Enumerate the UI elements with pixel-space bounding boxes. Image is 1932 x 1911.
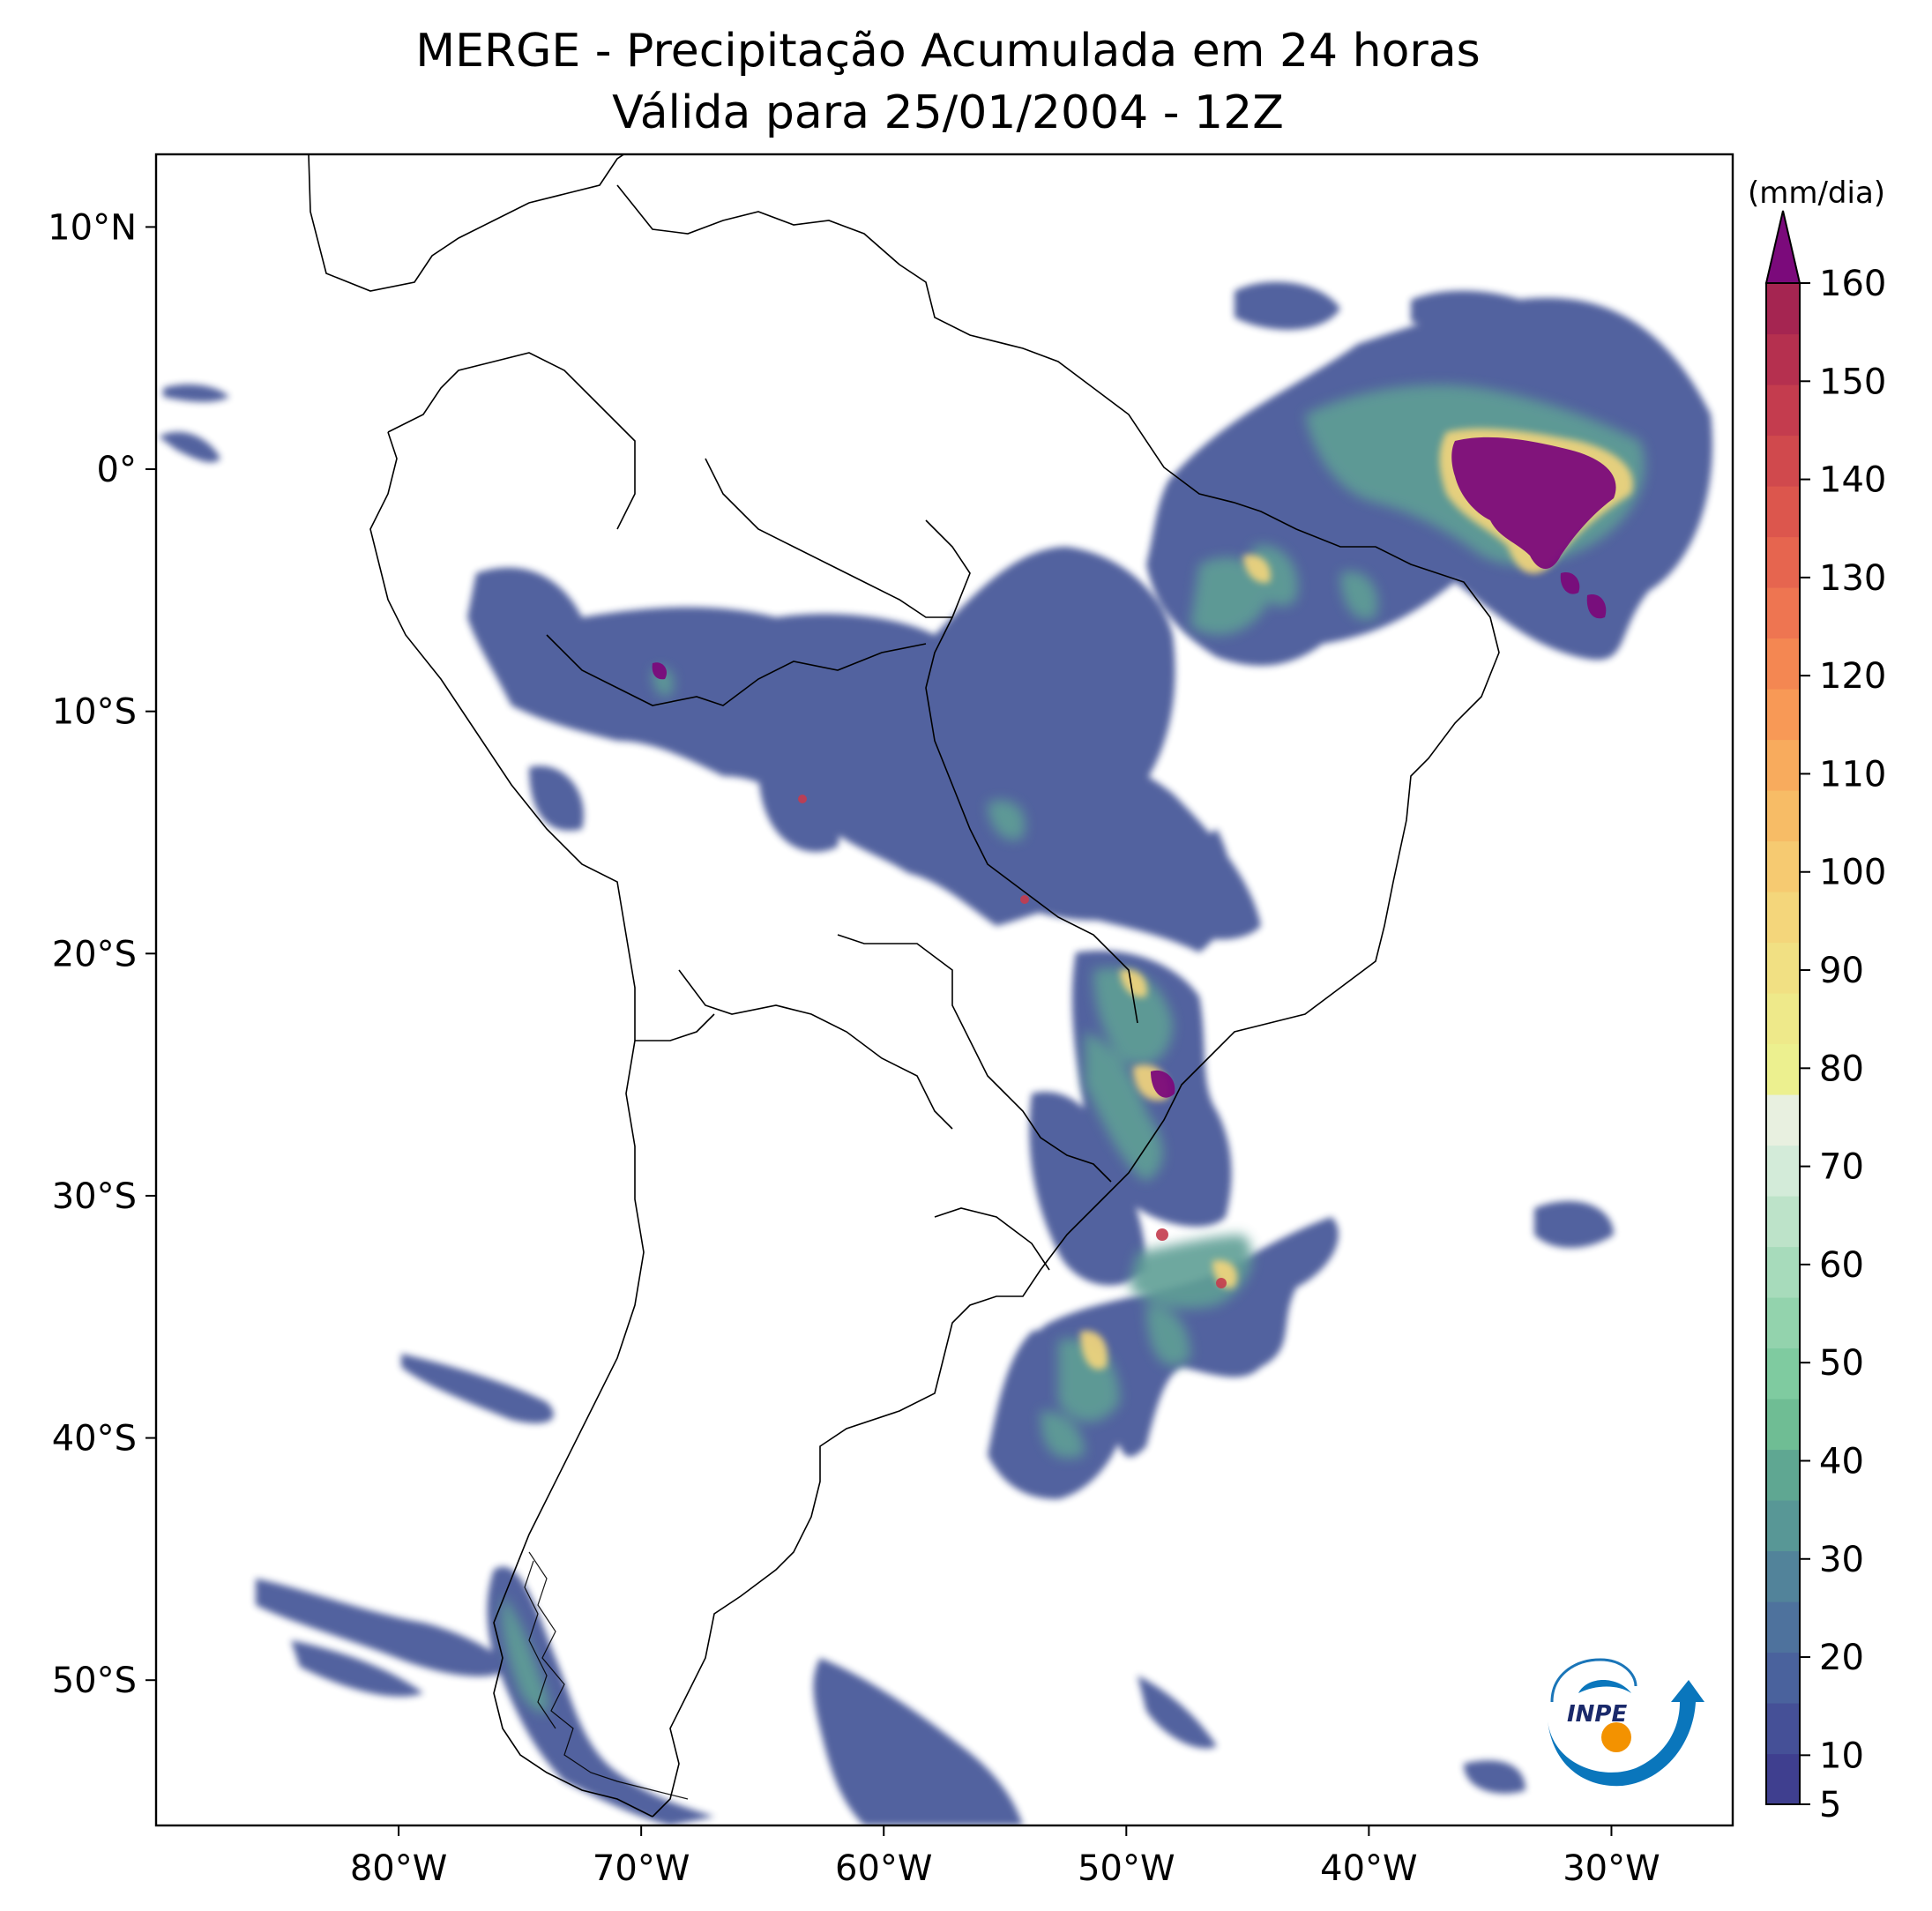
colorbar-tick-label: 140 bbox=[1819, 460, 1886, 501]
colorbar-ticks: 5 10 20 30 40 50 60 70 80 90 100 110 120 130 140 150 160 bbox=[1800, 264, 1886, 1825]
colorbar-band bbox=[1766, 1550, 1800, 1602]
inpe-logo-text: INPE bbox=[1567, 1701, 1627, 1728]
colorbar-band bbox=[1766, 1297, 1800, 1349]
colorbar-band bbox=[1766, 1399, 1800, 1451]
colorbar-frame bbox=[1765, 282, 1801, 1805]
colorbar-band bbox=[1766, 333, 1800, 385]
colorbar-band bbox=[1766, 1500, 1800, 1552]
colorbar-band bbox=[1766, 486, 1800, 538]
lat-tick-label: 50°S bbox=[52, 1661, 137, 1701]
colorbar-tick-label: 30 bbox=[1819, 1540, 1864, 1580]
colorbar-band bbox=[1766, 1703, 1800, 1755]
lon-tick-label: 60°W bbox=[835, 1848, 932, 1889]
colorbar-band bbox=[1766, 892, 1800, 944]
coastline-borders bbox=[308, 154, 1500, 1818]
colorbar-tick-label: 40 bbox=[1819, 1441, 1864, 1482]
lat-tick-label: 30°S bbox=[52, 1176, 137, 1217]
colorbar-band bbox=[1766, 739, 1800, 791]
colorbar-tick-label: 110 bbox=[1819, 754, 1886, 795]
colorbar-band bbox=[1766, 1449, 1800, 1501]
map-subtitle: Válida para 25/01/2004 - 12Z bbox=[612, 86, 1284, 139]
lon-tick-label: 80°W bbox=[350, 1848, 447, 1889]
colorbar-tick-label: 150 bbox=[1819, 362, 1886, 402]
colorbar-band bbox=[1766, 283, 1800, 335]
colorbar-tick-label: 120 bbox=[1819, 656, 1886, 697]
lon-tick-label: 30°W bbox=[1563, 1848, 1660, 1889]
map-title: MERGE - Precipitação Acumulada em 24 hor… bbox=[415, 25, 1481, 78]
latitude-axis: 10°N 0° 10°S 20°S 30°S 40°S 50°S bbox=[48, 207, 156, 1701]
colorbar-band bbox=[1766, 435, 1800, 487]
colorbar-tick-label: 160 bbox=[1819, 264, 1886, 304]
lat-tick-label: 0° bbox=[97, 450, 137, 490]
colorbar-band bbox=[1766, 1246, 1800, 1298]
lat-tick-label: 20°S bbox=[52, 934, 137, 974]
colorbar-band bbox=[1766, 790, 1800, 842]
longitude-axis: 80°W 70°W 60°W 50°W 40°W 30°W bbox=[350, 1825, 1660, 1889]
colorbar-band bbox=[1766, 638, 1800, 690]
colorbar-band bbox=[1766, 1601, 1800, 1653]
colorbar-band bbox=[1766, 1652, 1800, 1704]
colorbar-tick-label: 130 bbox=[1819, 558, 1886, 599]
colorbar-tick-label: 70 bbox=[1819, 1147, 1864, 1188]
colorbar-band bbox=[1766, 1753, 1800, 1805]
colorbar-band bbox=[1766, 942, 1800, 994]
lat-tick-label: 40°S bbox=[52, 1419, 137, 1459]
lon-tick-label: 50°W bbox=[1078, 1848, 1175, 1889]
lon-tick-label: 40°W bbox=[1320, 1848, 1417, 1889]
lat-tick-label: 10°S bbox=[52, 692, 137, 733]
inpe-logo: INPE bbox=[1548, 1658, 1704, 1787]
colorbar-band bbox=[1766, 384, 1800, 437]
colorbar-tick-label: 10 bbox=[1819, 1736, 1864, 1776]
colorbar-tick-label: 90 bbox=[1819, 951, 1864, 991]
map-frame bbox=[154, 153, 1734, 1827]
colorbar-band bbox=[1766, 1145, 1800, 1197]
colorbar-band bbox=[1766, 587, 1800, 639]
colorbar-tick-label: 5 bbox=[1819, 1785, 1841, 1825]
lat-tick-label: 10°N bbox=[48, 207, 137, 248]
colorbar-band bbox=[1766, 1094, 1800, 1146]
colorbar-band bbox=[1766, 840, 1800, 892]
colorbar-tick-label: 100 bbox=[1819, 853, 1886, 893]
colorbar-tick-label: 20 bbox=[1819, 1638, 1864, 1678]
colorbar-extend-arrow bbox=[1764, 210, 1801, 284]
colorbar-tick-label: 50 bbox=[1819, 1343, 1864, 1384]
colorbar-band bbox=[1766, 689, 1800, 741]
colorbar-unit-label: (mm/dia) bbox=[1748, 175, 1885, 211]
colorbar-band bbox=[1766, 1196, 1800, 1248]
lon-tick-label: 70°W bbox=[593, 1848, 690, 1889]
colorbar-band bbox=[1766, 1043, 1800, 1095]
colorbar-band bbox=[1766, 536, 1800, 588]
colorbar-band bbox=[1766, 993, 1800, 1045]
precipitation-field bbox=[159, 154, 1712, 1825]
colorbar: (mm/dia) 5 10 20 30 40 50 60 70 80 90 100 110 120 130… bbox=[1748, 175, 1886, 1825]
colorbar-bands bbox=[1766, 283, 1800, 1805]
colorbar-band bbox=[1766, 1347, 1800, 1400]
colorbar-tick-label: 60 bbox=[1819, 1245, 1864, 1286]
colorbar-tick-label: 80 bbox=[1819, 1049, 1864, 1089]
